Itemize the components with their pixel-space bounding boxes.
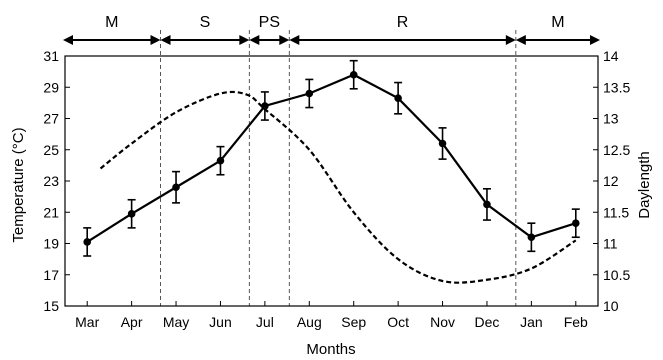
y-tick-label: 19 — [43, 236, 59, 252]
data-point — [527, 233, 536, 242]
y2-axis-title: Daylength — [636, 151, 653, 219]
temperature-series — [83, 59, 580, 257]
x-tick-label: Jan — [520, 314, 543, 330]
data-point — [127, 210, 136, 218]
phase-label: M — [551, 14, 564, 31]
x-tick-label: Jun — [209, 314, 232, 330]
y-axis-title: Temperature (°C) — [10, 127, 27, 242]
x-tick-label: Apr — [121, 314, 143, 330]
data-point — [216, 156, 225, 165]
y2-tick-label: 10 — [603, 298, 619, 314]
phase-arrow-head-right — [590, 35, 600, 45]
data-point — [438, 139, 447, 148]
data-point — [83, 238, 92, 246]
phase-label: S — [200, 14, 211, 31]
temperature-line — [86, 73, 577, 243]
y2-tick-label: 12 — [603, 173, 619, 189]
phase-arrow-head-left — [160, 35, 171, 45]
y2-tick-label: 11.5 — [603, 204, 629, 220]
x-tick-label: Mar — [75, 314, 99, 330]
y2-tick-label: 14 — [603, 48, 619, 64]
phase-label: M — [105, 14, 118, 31]
y-tick-label: 23 — [43, 173, 59, 189]
y-tick-label: 21 — [43, 204, 59, 220]
data-point — [261, 102, 269, 110]
x-tick-label: Dec — [475, 314, 500, 330]
phase-bands: M S PS R M — [63, 14, 600, 306]
daylength-line — [99, 90, 577, 284]
data-point — [394, 94, 402, 102]
data-point — [483, 200, 491, 209]
data-point — [571, 219, 580, 227]
y-tick-label: 27 — [43, 111, 59, 127]
phase-arrow-head-right — [505, 35, 516, 45]
data-point — [349, 70, 358, 79]
x-tick-label: Sep — [341, 314, 366, 330]
y2-tick-label: 13 — [603, 111, 619, 127]
x-tick-label: Jul — [256, 314, 274, 330]
y-tick-label: 17 — [43, 267, 59, 283]
data-point — [305, 89, 314, 98]
phase-arrow-head-right — [150, 35, 161, 45]
data-point — [172, 183, 180, 192]
y-tick-label: 31 — [43, 48, 59, 64]
phase-arrow-head-left — [515, 35, 526, 45]
y2-tick-label: 11 — [603, 236, 618, 252]
x-tick-label: Oct — [387, 314, 409, 330]
y2-tick-label: 13.5 — [603, 79, 630, 95]
y2-tick-label: 12.5 — [603, 142, 630, 158]
phase-arrow-head-left — [249, 35, 260, 45]
phase-arrow-head-left — [63, 35, 73, 45]
y-tick-label: 29 — [43, 79, 59, 95]
axes: 15 17 19 21 23 25 27 29 31 10 10.5 11 11.5 12 12.5 13 13… — [43, 48, 630, 330]
daylength-series — [99, 90, 577, 284]
x-tick-label: May — [163, 314, 189, 330]
phase-arrow-head-right — [239, 35, 250, 45]
phase-label: PS — [259, 14, 280, 31]
phase-arrow-head-right — [279, 35, 290, 45]
phase-label: R — [397, 14, 409, 31]
y-tick-label: 15 — [43, 298, 59, 314]
x-tick-label: Feb — [564, 314, 588, 330]
x-axis-title: Months — [306, 341, 355, 358]
x-tick-label: Aug — [297, 314, 322, 330]
y2-tick-label: 10.5 — [603, 267, 630, 283]
y-tick-label: 25 — [43, 142, 59, 158]
x-tick-label: Nov — [430, 314, 455, 330]
phase-arrow-head-left — [289, 35, 300, 45]
